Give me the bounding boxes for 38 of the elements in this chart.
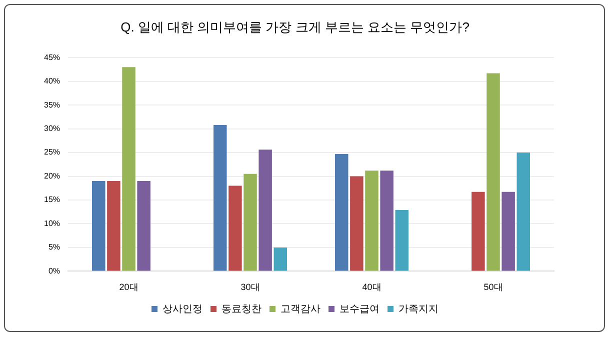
legend-label: 상사인정	[162, 304, 202, 315]
bar	[380, 170, 394, 271]
y-tick-label: 25%	[44, 148, 60, 157]
legend-label: 가족지지	[398, 304, 438, 315]
legend-label: 보수급여	[340, 304, 380, 315]
y-tick-label: 10%	[44, 218, 60, 228]
bar	[395, 210, 409, 271]
bar	[137, 181, 150, 271]
bar	[92, 181, 106, 271]
bar	[350, 176, 364, 271]
y-tick-label: 45%	[44, 52, 60, 62]
legend-label: 고객감사	[280, 304, 320, 315]
chart-title: Q. 일에 대한 의미부여를 가장 크게 부르는 요소는 무엇인가?	[120, 19, 470, 34]
y-tick-label: 0%	[48, 266, 60, 276]
y-tick-label: 20%	[44, 171, 60, 180]
y-tick-label: 40%	[44, 76, 60, 86]
bar	[486, 73, 500, 271]
legend-label: 동료칭찬	[222, 304, 262, 315]
x-tick-label: 30대	[240, 282, 260, 292]
bar	[107, 181, 120, 271]
bar	[274, 247, 288, 271]
bar	[472, 192, 485, 271]
bar	[122, 67, 136, 271]
bar	[502, 192, 515, 271]
y-tick-label: 15%	[44, 195, 60, 204]
y-tick-label: 30%	[44, 124, 60, 134]
x-tick-label: 50대	[484, 282, 503, 292]
bar	[244, 174, 257, 271]
x-tick-label: 40대	[362, 282, 382, 292]
bar	[365, 170, 378, 271]
y-tick-label: 5%	[48, 242, 60, 252]
y-tick-label: 35%	[44, 100, 60, 110]
bar	[228, 186, 242, 271]
bar	[516, 152, 530, 271]
bar	[334, 154, 348, 271]
bar	[258, 150, 272, 271]
x-tick-label: 20대	[119, 282, 138, 292]
bar	[213, 125, 227, 271]
